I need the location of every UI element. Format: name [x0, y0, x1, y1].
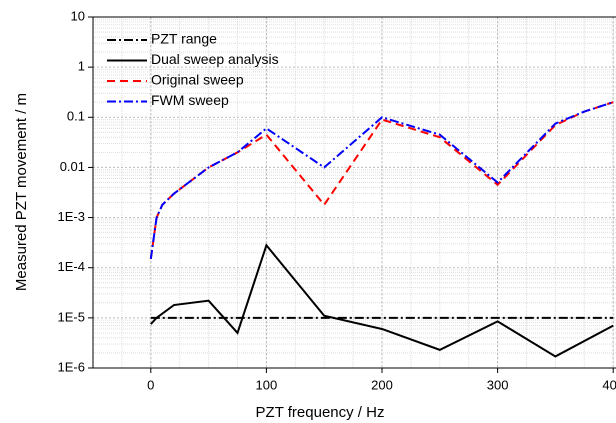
legend-label: Dual sweep analysis [151, 51, 279, 67]
x-tick-label: 100 [256, 377, 278, 392]
x-axis-label: PZT frequency / Hz [256, 404, 385, 421]
series-line [150, 243, 614, 358]
y-tick-label: 1E-6 [58, 359, 85, 374]
x-tick-label: 0 [147, 377, 154, 392]
series-line [149, 101, 614, 260]
legend-label: FWM sweep [151, 92, 229, 108]
y-tick-label: 1E-3 [58, 209, 85, 224]
y-tick-label: 0.1 [67, 109, 85, 124]
x-tick-label: 400 [602, 377, 616, 392]
y-tick-label: 0.01 [60, 159, 85, 174]
legend-label: PZT range [151, 31, 217, 47]
legend-label: Original sweep [151, 72, 244, 88]
y-tick-label: 1 [78, 59, 85, 74]
y-tick-label: 10 [71, 8, 85, 23]
y-axis-label: Measured PZT movement / m [13, 93, 30, 291]
x-tick-label: 300 [487, 377, 509, 392]
y-tick-label: 1E-5 [58, 309, 85, 324]
x-tick-label: 200 [371, 377, 393, 392]
y-tick-label: 1E-4 [58, 259, 85, 274]
